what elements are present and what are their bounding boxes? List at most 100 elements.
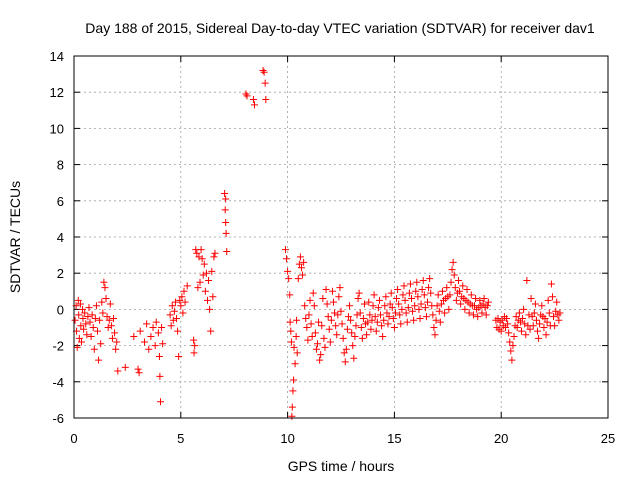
data-point [459, 282, 467, 290]
data-point [421, 304, 429, 312]
data-point [519, 314, 527, 322]
data-point [87, 333, 95, 341]
data-point [494, 314, 502, 322]
data-point [178, 293, 186, 301]
data-point [311, 329, 319, 337]
data-point [324, 313, 332, 321]
data-point [374, 304, 382, 312]
data-point [303, 324, 311, 331]
data-point [285, 275, 293, 283]
data-point [403, 318, 411, 326]
data-point [106, 300, 114, 308]
data-point [349, 342, 357, 350]
data-point [152, 318, 160, 326]
y-tick-label: 4 [57, 230, 64, 245]
data-point [222, 219, 230, 227]
data-point [80, 325, 88, 333]
data-point [103, 313, 111, 321]
data-point [281, 246, 289, 254]
data-point [191, 342, 199, 350]
data-point [523, 276, 531, 284]
data-point [543, 318, 551, 326]
data-point [149, 324, 157, 331]
data-point [297, 264, 305, 272]
data-point [168, 302, 176, 310]
data-point [259, 66, 267, 74]
data-point [457, 300, 465, 308]
data-point [430, 324, 438, 331]
data-point [76, 300, 84, 308]
data-point [180, 287, 188, 295]
x-tick-label: 5 [177, 431, 184, 446]
data-point [288, 412, 296, 420]
data-point [532, 316, 540, 324]
data-point [385, 313, 393, 321]
data-point [350, 354, 358, 362]
data-point [503, 314, 511, 322]
data-point [79, 305, 87, 313]
data-point [223, 247, 231, 255]
data-point [331, 309, 339, 317]
data-point [354, 295, 362, 303]
data-point [96, 316, 104, 324]
data-point [367, 325, 375, 333]
data-point [323, 300, 331, 308]
data-point [197, 246, 205, 254]
data-point [113, 338, 121, 346]
data-point [529, 322, 537, 330]
data-point [552, 307, 560, 315]
data-point [287, 327, 295, 335]
data-point [404, 304, 412, 312]
data-point [290, 376, 298, 384]
data-point [551, 322, 559, 330]
data-point [556, 309, 564, 317]
data-point [479, 300, 487, 308]
data-point [480, 295, 488, 303]
data-point [469, 311, 477, 319]
data-point [304, 336, 312, 344]
data-point [451, 284, 459, 292]
data-point [318, 322, 326, 330]
data-point [393, 295, 401, 303]
data-point [135, 369, 143, 377]
data-point [317, 351, 325, 359]
data-point [414, 293, 422, 301]
data-point [283, 255, 291, 263]
data-point [545, 309, 553, 317]
data-point [344, 313, 352, 321]
data-point [371, 313, 379, 321]
y-tick-label: 10 [50, 121, 64, 136]
data-point [534, 327, 542, 335]
data-point [424, 298, 432, 306]
data-point [431, 331, 439, 339]
y-tick-label: 6 [57, 194, 64, 209]
data-point [167, 322, 175, 330]
data-point [550, 313, 558, 321]
data-point [398, 305, 406, 313]
data-point [326, 338, 334, 346]
data-point [340, 349, 348, 357]
y-tick-label: 12 [50, 85, 64, 100]
data-point [517, 327, 525, 335]
data-point [505, 329, 513, 337]
y-tick-label: 8 [57, 158, 64, 173]
data-point [363, 331, 371, 339]
data-point [497, 327, 505, 335]
data-point [353, 311, 361, 319]
data-point [456, 287, 464, 295]
x-axis-label: GPS time / hours [288, 458, 395, 474]
data-point [520, 305, 528, 313]
data-point [199, 271, 207, 279]
data-point [77, 338, 85, 346]
data-point [386, 300, 394, 308]
data-point [73, 343, 81, 351]
data-point [262, 95, 270, 103]
data-point [159, 340, 167, 348]
data-point [105, 316, 113, 324]
data-point [415, 305, 423, 313]
data-point [290, 343, 298, 351]
data-point [378, 322, 386, 330]
data-point [260, 68, 268, 76]
data-point [81, 309, 89, 317]
data-point [91, 314, 99, 322]
